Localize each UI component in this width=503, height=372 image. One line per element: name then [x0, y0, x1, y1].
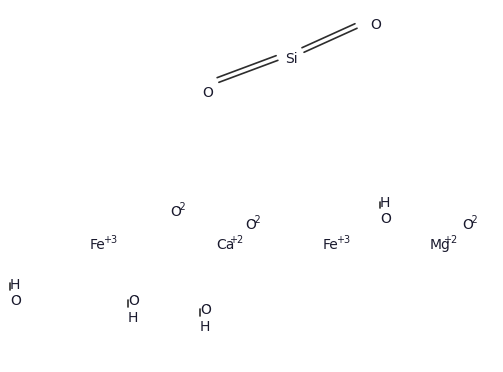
Text: O: O [370, 18, 381, 32]
Text: Fe: Fe [90, 238, 106, 252]
Text: O: O [202, 86, 213, 100]
Text: O: O [380, 212, 391, 226]
Text: Fe: Fe [323, 238, 339, 252]
Text: H: H [380, 196, 390, 210]
Text: Ca: Ca [216, 238, 234, 252]
Text: O: O [128, 294, 139, 308]
Text: O: O [200, 303, 211, 317]
Text: H: H [128, 311, 138, 325]
Text: O: O [245, 218, 256, 232]
Text: H: H [200, 320, 210, 334]
Text: -2: -2 [252, 215, 261, 225]
Text: +3: +3 [336, 235, 350, 245]
Text: -: - [386, 209, 390, 219]
Text: H: H [10, 278, 21, 292]
Text: O: O [170, 205, 181, 219]
Text: -2: -2 [177, 202, 186, 212]
Text: Mg: Mg [430, 238, 451, 252]
Text: +2: +2 [443, 235, 457, 245]
Text: -: - [207, 300, 210, 310]
Text: Si: Si [285, 52, 298, 66]
Text: +3: +3 [103, 235, 117, 245]
Text: O: O [462, 218, 473, 232]
Text: O: O [10, 294, 21, 308]
Text: -: - [134, 291, 138, 301]
Text: +2: +2 [229, 235, 243, 245]
Text: -: - [17, 291, 20, 301]
Text: -2: -2 [468, 215, 478, 225]
